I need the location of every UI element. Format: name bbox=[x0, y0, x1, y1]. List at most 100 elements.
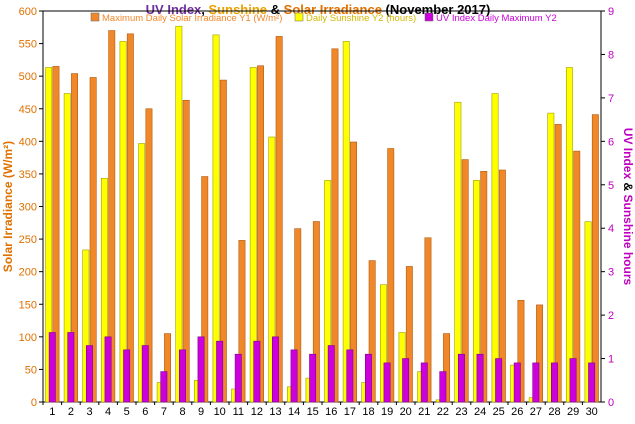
y-right-tick-label: 2 bbox=[608, 310, 614, 322]
y-right-tick-label: 5 bbox=[608, 180, 614, 192]
y-left-tick-label: 400 bbox=[19, 136, 37, 148]
x-tick-label: 1 bbox=[49, 406, 55, 418]
y-left-tick-label: 450 bbox=[19, 104, 37, 116]
bar-uv-index bbox=[346, 349, 354, 403]
y-right-tick-label: 3 bbox=[608, 267, 614, 279]
bar-irradiance bbox=[591, 114, 599, 403]
bar-irradiance bbox=[443, 333, 450, 403]
x-tick-label: 23 bbox=[455, 406, 467, 418]
bar-sunshine bbox=[584, 221, 592, 403]
y-left-tick-label: 600 bbox=[19, 6, 37, 18]
x-tick-label: 12 bbox=[251, 406, 263, 418]
bar-sunshine bbox=[138, 143, 146, 403]
bar-sunshine bbox=[491, 93, 499, 403]
bar-uv-index bbox=[141, 345, 149, 403]
bar-uv-index bbox=[104, 336, 112, 403]
bar-uv-index bbox=[48, 332, 56, 403]
bar-uv-index bbox=[476, 353, 484, 403]
x-tick-label: 6 bbox=[142, 406, 148, 418]
x-tick-label: 16 bbox=[325, 406, 337, 418]
bar-irradiance bbox=[368, 260, 376, 403]
x-tick-label: 29 bbox=[567, 406, 579, 418]
legend-item: Maximum Daily Solar Irradiance Y1 (W/m²) bbox=[90, 12, 282, 24]
bar-irradiance bbox=[201, 176, 209, 403]
bar-uv-index bbox=[86, 345, 93, 403]
bar-sunshine bbox=[119, 41, 127, 403]
x-tick-label: 5 bbox=[124, 406, 130, 418]
bar-sunshine bbox=[45, 67, 53, 403]
bar-uv-index bbox=[327, 345, 335, 403]
chart-title: UV Index, Sunshine & Solar Irradiance (N… bbox=[146, 2, 491, 17]
bars-layer bbox=[45, 25, 599, 403]
x-tick-label: 27 bbox=[530, 406, 542, 418]
x-tick-label: 20 bbox=[400, 406, 412, 418]
bar-irradiance bbox=[536, 304, 544, 403]
y-axis-right-label: UV Index & Sunshine hours bbox=[621, 128, 635, 286]
bar-irradiance bbox=[219, 79, 227, 403]
y-left-tick-label: 0 bbox=[31, 397, 37, 409]
bar-uv-index bbox=[513, 362, 521, 403]
title-part: UV Index bbox=[146, 2, 202, 17]
title-part: Sunshine bbox=[209, 2, 268, 17]
y-right-tick-label: 7 bbox=[608, 93, 614, 105]
y-right-tick-label: 4 bbox=[608, 223, 614, 235]
bar-uv-index bbox=[160, 371, 168, 403]
bar-irradiance bbox=[52, 66, 60, 403]
bar-uv-index bbox=[123, 349, 131, 403]
bar-irradiance bbox=[350, 141, 357, 403]
y-left-tick-label: 550 bbox=[19, 39, 37, 51]
legend-label: Maximum Daily Solar Irradiance Y1 (W/m²) bbox=[102, 13, 282, 24]
x-tick-label: 26 bbox=[511, 406, 523, 418]
title-part: (November 2017) bbox=[382, 2, 490, 17]
x-tick-label: 9 bbox=[198, 406, 204, 418]
bar-uv-index bbox=[383, 362, 391, 403]
legend-item: UV Index Daily Maximum Y2 bbox=[424, 12, 557, 24]
bar-uv-index bbox=[290, 349, 298, 403]
bar-irradiance bbox=[71, 73, 79, 403]
x-tick-label: 28 bbox=[548, 406, 560, 418]
bar-uv-index bbox=[457, 353, 465, 403]
bar-uv-index bbox=[197, 336, 205, 403]
y-right-label-part: & bbox=[621, 179, 635, 194]
bar-uv-index bbox=[569, 358, 577, 403]
bar-irradiance bbox=[126, 33, 134, 403]
x-tick-label: 21 bbox=[418, 406, 430, 418]
bar-irradiance bbox=[182, 99, 190, 403]
x-tick-label: 13 bbox=[269, 406, 281, 418]
bar-uv-index bbox=[234, 353, 242, 403]
y-left-tick-label: 300 bbox=[19, 202, 37, 214]
bar-sunshine bbox=[472, 180, 480, 403]
y-left-tick-label: 50 bbox=[25, 364, 37, 376]
bar-uv-index bbox=[495, 358, 503, 403]
y-right-label-part: Sunshine hours bbox=[621, 195, 635, 286]
bar-sunshine bbox=[324, 180, 332, 403]
title-part: , bbox=[201, 2, 208, 17]
bar-sunshine bbox=[454, 101, 462, 403]
bar-uv-index bbox=[67, 332, 75, 403]
y-right-tick-label: 8 bbox=[608, 49, 614, 61]
bar-irradiance bbox=[498, 169, 506, 403]
legend-label: Daily Sunshine Y2 (hours) bbox=[306, 13, 416, 24]
x-tick-label: 30 bbox=[586, 406, 598, 418]
y-left-tick-label: 100 bbox=[19, 332, 37, 344]
x-tick-label: 14 bbox=[288, 406, 300, 418]
bar-sunshine bbox=[175, 25, 183, 403]
bar-irradiance bbox=[294, 228, 302, 403]
bar-irradiance bbox=[461, 159, 469, 403]
bar-irradiance bbox=[275, 36, 283, 403]
bar-uv-index bbox=[402, 358, 410, 403]
legend: Maximum Daily Solar Irradiance Y1 (W/m²)… bbox=[90, 12, 557, 24]
bar-irradiance bbox=[108, 30, 116, 403]
bar-sunshine bbox=[249, 67, 257, 403]
bar-sunshine bbox=[101, 177, 108, 403]
y-left-tick-label: 500 bbox=[19, 71, 37, 83]
bar-sunshine bbox=[342, 41, 350, 403]
bar-irradiance bbox=[405, 266, 413, 403]
y-right-tick-label: 6 bbox=[608, 136, 614, 148]
bar-irradiance bbox=[424, 237, 432, 403]
bar-sunshine bbox=[547, 112, 555, 403]
bar-irradiance bbox=[517, 300, 525, 403]
title-part: & bbox=[267, 2, 284, 17]
y-right-tick-label: 0 bbox=[608, 397, 614, 409]
